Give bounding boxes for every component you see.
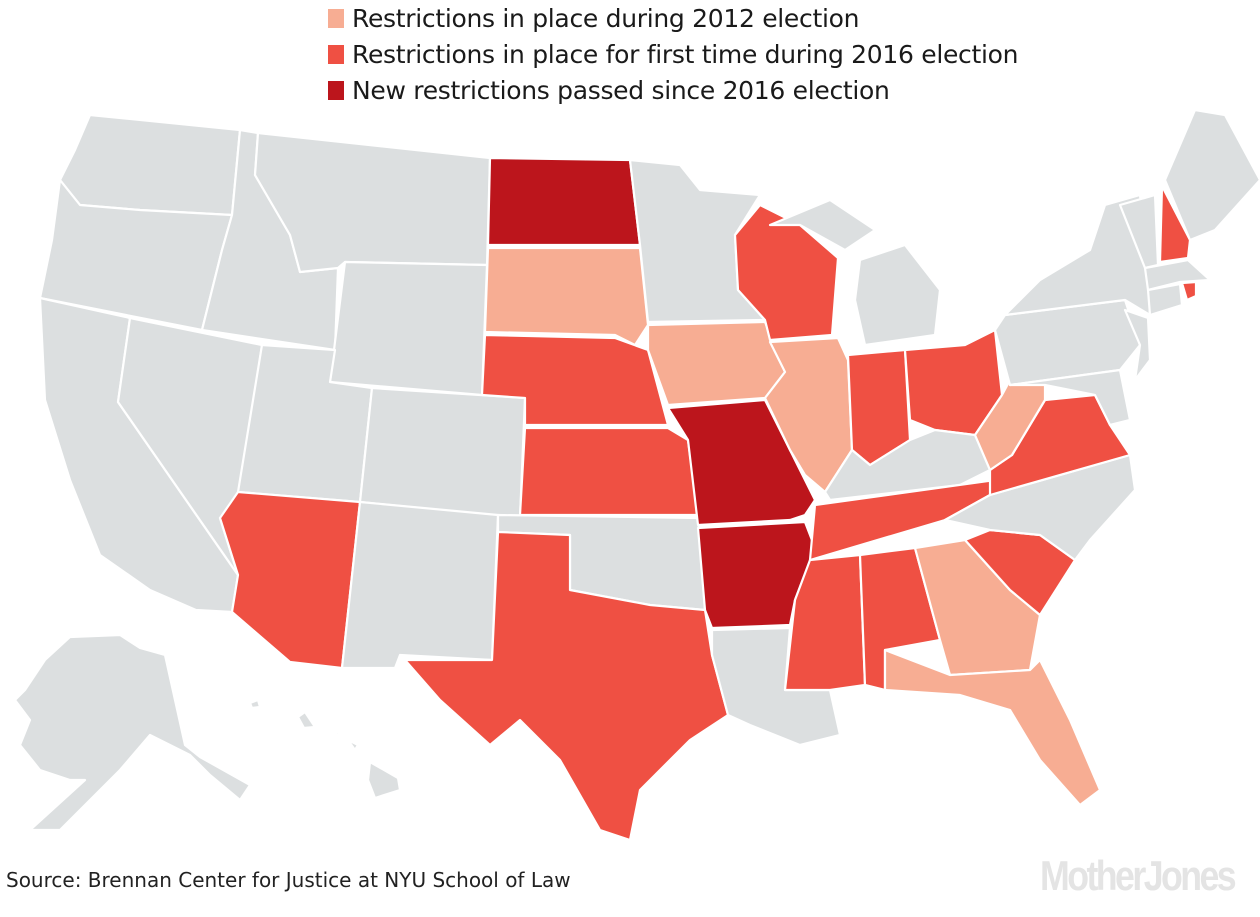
legend-item-2012: Restrictions in place during 2012 electi… (328, 0, 1018, 36)
state-maryland (1008, 368, 1132, 427)
source-credit: Source: Brennan Center for Justice at NY… (6, 868, 571, 892)
state-kentucky (823, 428, 992, 502)
state-illinois (763, 336, 854, 494)
state-texas (403, 530, 730, 842)
state-new-mexico (340, 500, 500, 670)
state-alaska (13, 633, 252, 832)
state-iowa (646, 320, 787, 407)
state-washington (58, 113, 242, 217)
state-south-dakota (483, 246, 650, 347)
state-rhode-island (1180, 280, 1198, 302)
state-wyoming (328, 260, 489, 397)
state-maine (1163, 108, 1260, 242)
state-north-dakota (486, 156, 642, 247)
legend-swatch-2012 (328, 8, 344, 28)
state-florida (883, 648, 1102, 807)
legend-label: New restrictions passed since 2016 elect… (352, 75, 890, 105)
legend-swatch-new (328, 80, 344, 100)
legend: Restrictions in place during 2012 electi… (328, 0, 1019, 108)
state-new-hampshire (1158, 184, 1192, 264)
state-new-york (1003, 193, 1152, 317)
state-west-virginia (973, 378, 1047, 472)
state-kansas (518, 426, 700, 517)
state-new-jersey (1123, 308, 1152, 382)
state-nebraska (480, 333, 670, 427)
us-map (13, 108, 1260, 842)
state-arizona (218, 490, 362, 670)
legend-item-2016: Restrictions in place for first time dur… (328, 36, 1019, 72)
mother-jones-logo: MotherJones (1040, 852, 1237, 899)
legend-swatch-2016 (328, 44, 344, 64)
state-hawaii (248, 698, 402, 800)
legend-label: Restrictions in place for first time dur… (352, 39, 1019, 69)
state-michigan (768, 198, 942, 347)
state-colorado (358, 386, 527, 520)
legend-label: Restrictions in place during 2012 electi… (352, 3, 860, 33)
state-arkansas (696, 520, 817, 630)
state-wisconsin (733, 203, 840, 342)
legend-item-new: New restrictions passed since 2016 elect… (328, 72, 1018, 108)
state-connecticut (1146, 282, 1184, 317)
